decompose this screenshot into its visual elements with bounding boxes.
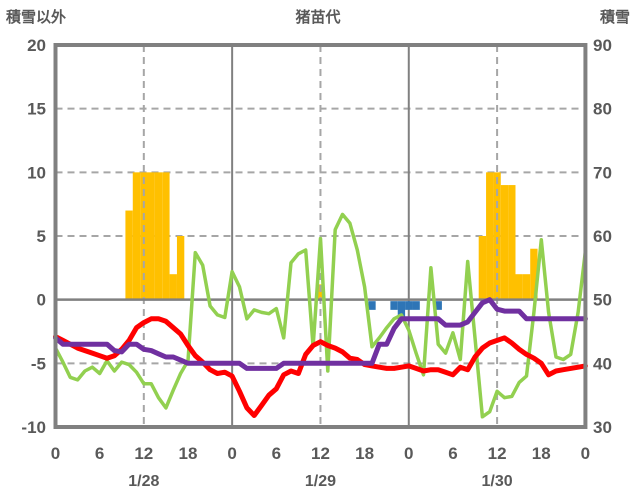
svg-text:12: 12 [488, 444, 507, 463]
x-axis-hour-ticks: 0 6 12 18 0 6 12 18 0 6 12 18 0 [51, 444, 590, 463]
svg-text:6: 6 [448, 444, 457, 463]
svg-text:6: 6 [272, 444, 281, 463]
svg-text:0: 0 [404, 444, 413, 463]
svg-text:30: 30 [593, 418, 612, 437]
svg-text:18: 18 [355, 444, 374, 463]
svg-text:6: 6 [95, 444, 104, 463]
svg-text:-10: -10 [21, 418, 46, 437]
left-axis-title: 積雪以外 [6, 9, 67, 26]
chart-title: 猪苗代 [295, 9, 341, 26]
red-temperature-line [53, 316, 588, 418]
svg-text:20: 20 [27, 36, 46, 55]
svg-text:0: 0 [51, 444, 60, 463]
svg-text:15: 15 [27, 100, 46, 119]
x-axis-day-labels: 1/28 1/29 1/30 [128, 473, 513, 490]
svg-text:1/29: 1/29 [305, 473, 336, 490]
right-axis-title: 積雪 [599, 9, 630, 26]
svg-text:0: 0 [581, 444, 590, 463]
svg-text:80: 80 [593, 100, 612, 119]
purple-snow-depth-line [53, 297, 588, 371]
svg-text:12: 12 [134, 444, 153, 463]
plot-frame [53, 43, 588, 429]
snowfall-bars [125, 172, 538, 300]
svg-text:60: 60 [593, 227, 612, 246]
svg-text:12: 12 [311, 444, 330, 463]
svg-text:10: 10 [27, 163, 46, 182]
svg-text:0: 0 [227, 444, 236, 463]
green-line [53, 212, 588, 419]
svg-text:70: 70 [593, 163, 612, 182]
svg-text:90: 90 [593, 36, 612, 55]
svg-text:18: 18 [532, 444, 551, 463]
svg-text:0: 0 [37, 291, 46, 310]
svg-text:1/30: 1/30 [482, 473, 513, 490]
svg-text:5: 5 [37, 227, 46, 246]
left-axis-ticks: 20 15 10 5 0 -5 -10 [21, 36, 46, 437]
precip-marks [368, 301, 442, 322]
right-axis-ticks: 90 80 70 60 50 40 30 [593, 36, 612, 437]
svg-text:18: 18 [179, 444, 198, 463]
svg-text:50: 50 [593, 291, 612, 310]
svg-text:40: 40 [593, 354, 612, 373]
svg-text:-5: -5 [31, 354, 46, 373]
svg-text:1/28: 1/28 [128, 473, 159, 490]
